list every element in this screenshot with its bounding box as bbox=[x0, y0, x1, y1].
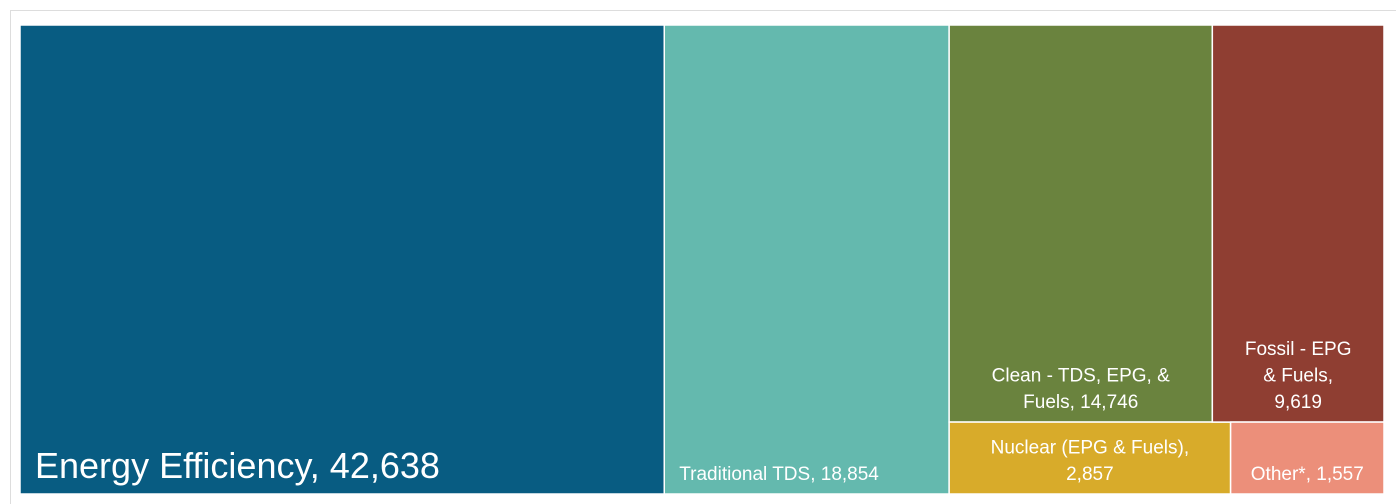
tile bbox=[1229, 421, 1385, 495]
frame bbox=[10, 10, 1396, 504]
tile-label: Nuclear (EPG & Fuels), bbox=[991, 437, 1190, 458]
tile-label: Energy Efficiency, 42,638 bbox=[35, 445, 440, 486]
tile-label: Clean - TDS, EPG, & bbox=[992, 365, 1170, 386]
tile-label: Fuels, 14,746 bbox=[1023, 392, 1138, 413]
tile-label: & Fuels, bbox=[1263, 365, 1333, 386]
tile-label: Traditional TDS, 18,854 bbox=[679, 464, 879, 485]
tile-label: 9,619 bbox=[1274, 392, 1322, 413]
tile bbox=[19, 24, 666, 495]
tile-label: Other*, 1,557 bbox=[1251, 464, 1364, 485]
tile-label: Fossil - EPG bbox=[1245, 339, 1352, 360]
tile bbox=[1211, 24, 1385, 423]
tile-label: 2,857 bbox=[1066, 464, 1114, 485]
tile bbox=[948, 24, 1214, 423]
tile bbox=[663, 24, 950, 495]
tile bbox=[948, 421, 1232, 495]
